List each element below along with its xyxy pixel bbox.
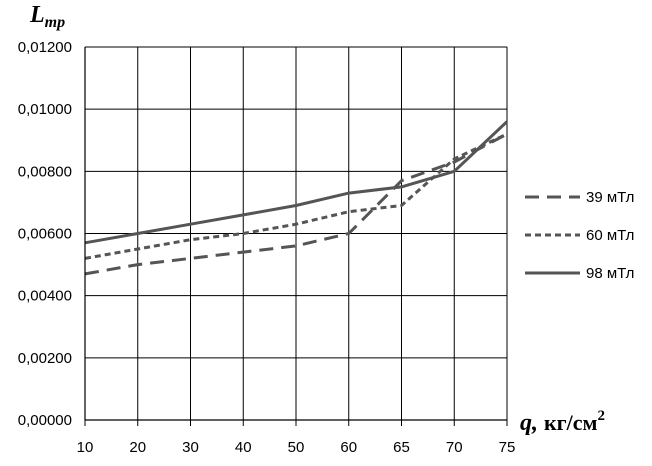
y-tick-labels: 0,00000 0,00200 0,00400 0,00600 0,00800 0,010… — [18, 39, 72, 429]
x-axis-title: q, кг/см2 — [520, 408, 605, 436]
x-tick-label: 75 — [499, 439, 516, 456]
x-tick-label: 65 — [393, 439, 410, 456]
y-tick-label: 0,00000 — [18, 412, 72, 429]
y-tick-label: 0,00200 — [18, 350, 72, 367]
legend-label: 39 мТл — [586, 189, 634, 206]
grid — [84, 46, 508, 426]
legend: 39 мТл 60 мТл 98 мТл — [525, 189, 634, 282]
y-tick-label: 0,00400 — [18, 288, 72, 305]
axes — [84, 47, 507, 421]
legend-label: 98 мТл — [586, 265, 634, 282]
x-tick-label: 30 — [182, 439, 199, 456]
x-tick-label: 60 — [340, 439, 357, 456]
series-line-39-мТл — [84, 132, 508, 276]
x-tick-label: 50 — [288, 439, 305, 456]
x-tick-label: 40 — [235, 439, 252, 456]
y-axis-title: Lтр — [29, 2, 65, 31]
series-layer — [84, 120, 509, 276]
series-line-60-мТл — [84, 132, 508, 260]
y-tick-label: 0,00800 — [18, 163, 72, 180]
x-tick-label: 10 — [77, 439, 94, 456]
y-tick-label: 0,01200 — [18, 39, 72, 56]
y-tick-label: 0,00600 — [18, 226, 72, 243]
x-tick-labels: 10 20 30 40 50 60 65 70 75 — [77, 439, 516, 456]
legend-label: 60 мТл — [586, 227, 634, 244]
series-line-98-мТл — [84, 120, 509, 245]
x-tick-label: 20 — [129, 439, 146, 456]
x-tick-label: 70 — [446, 439, 463, 456]
y-tick-label: 0,01000 — [18, 101, 72, 118]
